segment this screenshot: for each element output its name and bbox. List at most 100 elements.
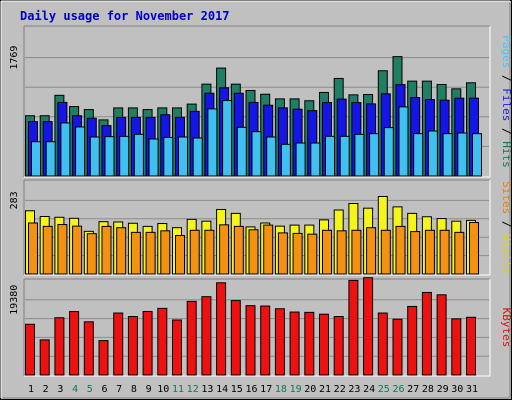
bar-kbytes-day-28 (421, 291, 432, 376)
bar-pages-day-22 (339, 135, 350, 177)
bar-pages-day-25 (383, 127, 394, 177)
x-tick-label-22: 22 (334, 384, 346, 395)
bar-sites-day-6 (101, 225, 112, 275)
series-pages (31, 100, 482, 177)
bar-sites-day-18 (277, 232, 288, 275)
bar-kbytes-day-31 (466, 316, 476, 376)
bar-pages-day-17 (266, 136, 277, 177)
bar-pages-day-15 (236, 126, 247, 177)
bar-pages-day-30 (457, 132, 468, 177)
bar-kbytes-day-20 (304, 311, 315, 376)
bar-pages-day-16 (251, 131, 262, 177)
x-tick-label-27: 27 (407, 384, 419, 395)
bar-sites-day-14 (219, 224, 230, 275)
bar-kbytes-day-7 (113, 312, 124, 376)
bot-panel: 19380 KBytes (9, 277, 512, 377)
x-tick-label-9: 9 (146, 384, 152, 395)
bar-kbytes-day-15 (230, 300, 241, 376)
bar-pages-day-13 (207, 108, 218, 177)
bar-sites-day-9 (145, 231, 156, 275)
x-tick-label-4: 4 (72, 384, 78, 395)
bar-sites-day-17 (263, 224, 274, 275)
bar-sites-day-21 (322, 229, 332, 275)
bar-pages-day-2 (45, 141, 56, 177)
bar-pages-day-4 (75, 126, 86, 177)
bar-sites-day-8 (130, 231, 141, 275)
chart-panels: 1769 Pages / Files / Hits 283 Sites / Visit… (9, 25, 512, 377)
bar-kbytes-day-2 (39, 339, 50, 376)
bar-kbytes-day-1 (25, 323, 35, 376)
x-tick-label-12: 12 (187, 384, 199, 395)
bar-sites-day-12 (189, 229, 200, 275)
x-tick-label-17: 17 (260, 384, 272, 395)
legend-pages: Pages (500, 35, 512, 68)
bar-pages-day-20 (310, 142, 321, 177)
x-tick-label-28: 28 (422, 384, 434, 395)
bar-pages-day-8 (133, 133, 144, 177)
bar-pages-day-27 (413, 133, 424, 177)
bar-kbytes-day-18 (274, 308, 285, 376)
top-max-label: 1769 (9, 46, 20, 70)
mid-panel: 283 Sites / Visits (9, 179, 512, 276)
bar-kbytes-day-29 (436, 294, 447, 376)
x-tick-label-16: 16 (245, 384, 257, 395)
bar-pages-day-31 (472, 133, 482, 177)
bar-pages-day-28 (427, 130, 438, 177)
bar-pages-day-9 (148, 138, 159, 177)
bar-kbytes-day-26 (392, 318, 403, 376)
bar-pages-day-19 (295, 142, 306, 177)
bar-sites-day-10 (160, 230, 171, 275)
bar-pages-day-24 (369, 133, 380, 177)
mid-max-label: 283 (9, 191, 20, 209)
bar-kbytes-day-24 (363, 277, 374, 376)
bar-sites-day-28 (424, 229, 435, 275)
x-tick-label-26: 26 (392, 384, 404, 395)
x-tick-label-7: 7 (116, 384, 122, 395)
bar-sites-day-30 (454, 231, 465, 275)
bar-sites-day-24 (366, 227, 377, 275)
chart-title: Daily usage for November 2017 (20, 9, 230, 23)
x-tick-label-2: 2 (43, 384, 49, 395)
bot-max-label: 19380 (9, 285, 20, 315)
bar-kbytes-day-16 (245, 305, 256, 376)
x-tick-label-1: 1 (28, 384, 34, 395)
bar-pages-day-10 (163, 136, 174, 177)
x-tick-label-6: 6 (101, 384, 107, 395)
bar-kbytes-day-13 (201, 296, 212, 376)
bar-kbytes-day-27 (407, 305, 418, 376)
bar-sites-day-26 (395, 225, 406, 275)
bar-sites-day-15 (233, 225, 244, 275)
x-tick-label-3: 3 (57, 384, 63, 395)
mid-legend-label: Sites / Visits (500, 181, 512, 274)
bar-sites-day-19 (292, 232, 303, 275)
bot-legend-label: KBytes (500, 308, 512, 348)
bar-sites-day-25 (380, 229, 391, 275)
bar-kbytes-day-3 (54, 317, 65, 376)
bar-pages-day-6 (104, 136, 115, 177)
legend-hits: Hits (500, 141, 512, 168)
series-sites (28, 221, 479, 275)
bar-kbytes-day-23 (348, 279, 359, 376)
bar-kbytes-day-10 (157, 307, 168, 376)
bar-kbytes-day-17 (260, 305, 271, 376)
x-tick-label-29: 29 (437, 384, 449, 395)
bot-plot-area (24, 279, 490, 376)
x-tick-label-8: 8 (131, 384, 137, 395)
bar-kbytes-day-11 (172, 319, 182, 376)
x-tick-label-31: 31 (466, 384, 478, 395)
x-tick-label-25: 25 (378, 384, 390, 395)
bar-kbytes-day-22 (333, 316, 344, 376)
bar-sites-day-11 (175, 234, 185, 275)
bar-kbytes-day-25 (377, 312, 388, 376)
bar-sites-day-31 (469, 221, 479, 275)
x-tick-label-20: 20 (304, 384, 316, 395)
bar-pages-day-3 (60, 122, 71, 177)
bar-pages-day-7 (119, 135, 130, 177)
x-tick-label-15: 15 (231, 384, 243, 395)
bar-sites-day-7 (116, 227, 127, 275)
x-tick-label-19: 19 (290, 384, 302, 395)
bar-sites-day-27 (410, 231, 421, 275)
bar-kbytes-day-6 (98, 340, 109, 376)
x-tick-label-21: 21 (319, 384, 331, 395)
legend-visits: Visits (500, 234, 512, 274)
